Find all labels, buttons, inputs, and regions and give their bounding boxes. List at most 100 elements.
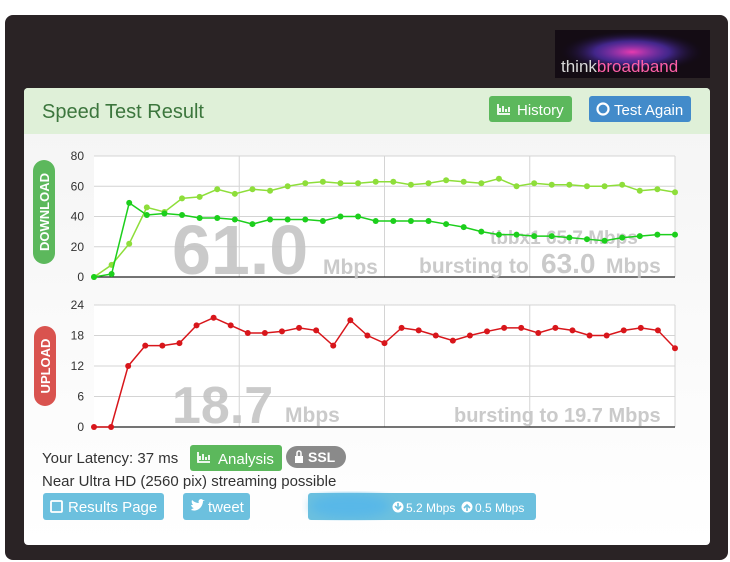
data-point	[443, 221, 450, 228]
speed-overlay: 61.0	[172, 211, 308, 289]
data-point	[261, 329, 268, 336]
data-point	[425, 218, 432, 225]
data-point	[583, 236, 590, 243]
data-point	[460, 178, 467, 185]
connection-button[interactable]: 5.2 Mbps 0.5 Mbps	[308, 493, 536, 520]
data-point	[108, 424, 115, 430]
data-point	[267, 187, 274, 194]
data-point	[603, 332, 610, 339]
data-point	[302, 180, 309, 187]
speed-overlay: Mbps	[323, 256, 378, 279]
data-point	[161, 210, 168, 217]
data-point	[193, 322, 200, 329]
data-point	[478, 228, 485, 235]
data-point	[142, 342, 149, 349]
speed-overlay: bursting to 19.7 Mbps	[454, 405, 661, 427]
test-again-button[interactable]: Test Again	[589, 96, 691, 122]
data-point	[179, 211, 186, 218]
data-point	[330, 342, 337, 349]
y-tick-label: 0	[77, 420, 84, 434]
data-point	[583, 183, 590, 190]
data-point	[478, 180, 485, 187]
data-point	[267, 216, 274, 223]
tweet-button[interactable]: tweet	[183, 493, 250, 520]
data-point	[302, 216, 309, 223]
data-point	[552, 324, 559, 331]
data-point	[372, 178, 379, 185]
history-label[interactable]: History	[517, 102, 564, 119]
data-point	[443, 177, 450, 184]
y-tick-label: 40	[71, 210, 85, 224]
data-point	[390, 218, 397, 225]
data-point	[636, 233, 643, 240]
data-point	[284, 216, 291, 223]
data-point	[654, 231, 661, 238]
data-point	[601, 237, 608, 244]
data-point	[91, 274, 97, 280]
data-point	[513, 183, 520, 190]
data-point	[654, 327, 661, 334]
data-point	[126, 240, 133, 247]
speed-overlay: bursting to	[419, 255, 529, 278]
data-point	[244, 329, 251, 336]
speed-overlay: 63.0	[541, 248, 596, 279]
data-point	[214, 186, 221, 193]
data-point	[143, 204, 150, 211]
data-point	[654, 186, 661, 193]
side-label: DOWNLOAD	[37, 173, 52, 251]
data-point	[210, 314, 217, 321]
side-label: UPLOAD	[38, 339, 53, 394]
download-speed: 5.2 Mbps	[406, 501, 455, 515]
data-point	[313, 327, 320, 334]
data-point	[460, 224, 467, 231]
data-point	[466, 332, 473, 339]
results-page-label[interactable]: Results Page	[68, 499, 157, 516]
data-point	[535, 329, 542, 336]
data-point	[364, 332, 371, 339]
speed-overlay: Mbps	[285, 404, 340, 427]
history-button[interactable]: History	[489, 96, 572, 122]
data-point	[636, 187, 643, 194]
data-point	[501, 324, 508, 331]
data-point	[637, 324, 644, 331]
ssl-label: SSL	[308, 449, 336, 465]
ssl-badge: SSL	[286, 446, 346, 468]
analysis-label[interactable]: Analysis	[218, 451, 274, 468]
data-point	[91, 424, 97, 430]
series-line	[93, 177, 676, 278]
data-point	[278, 328, 285, 335]
chart: 0 20 40 60 80 61.0 Mbps bursting to 63.0 Mbps tbbx…	[33, 149, 678, 289]
y-tick-label: 80	[71, 149, 85, 163]
data-point	[319, 218, 326, 225]
test-again-label[interactable]: Test Again	[614, 102, 683, 119]
y-tick-label: 24	[71, 298, 85, 312]
data-point	[372, 218, 379, 225]
data-point	[296, 324, 303, 331]
data-point	[425, 180, 432, 187]
data-point	[548, 233, 555, 240]
data-point	[531, 233, 538, 240]
data-point	[672, 189, 678, 196]
y-tick-label: 18	[71, 329, 85, 343]
data-point	[381, 340, 388, 347]
y-tick-label: 60	[71, 179, 85, 193]
data-point	[513, 231, 520, 238]
data-point	[125, 363, 132, 369]
chart: 0 6 12 18 24 18.7 Mbps bursting to 19.7 Mbps UPL…	[34, 298, 678, 435]
data-point	[249, 186, 256, 193]
data-point	[548, 181, 555, 188]
y-tick-label: 12	[71, 359, 85, 373]
results-page-button[interactable]: Results Page	[43, 493, 164, 520]
data-point	[432, 332, 439, 339]
data-point	[407, 218, 414, 225]
data-point	[398, 324, 405, 331]
data-point	[601, 183, 608, 190]
title: Speed Test Result	[42, 101, 204, 123]
y-tick-label: 0	[77, 270, 84, 284]
data-point	[176, 340, 183, 347]
data-point	[143, 211, 150, 218]
analysis-button[interactable]: Analysis	[190, 445, 282, 471]
